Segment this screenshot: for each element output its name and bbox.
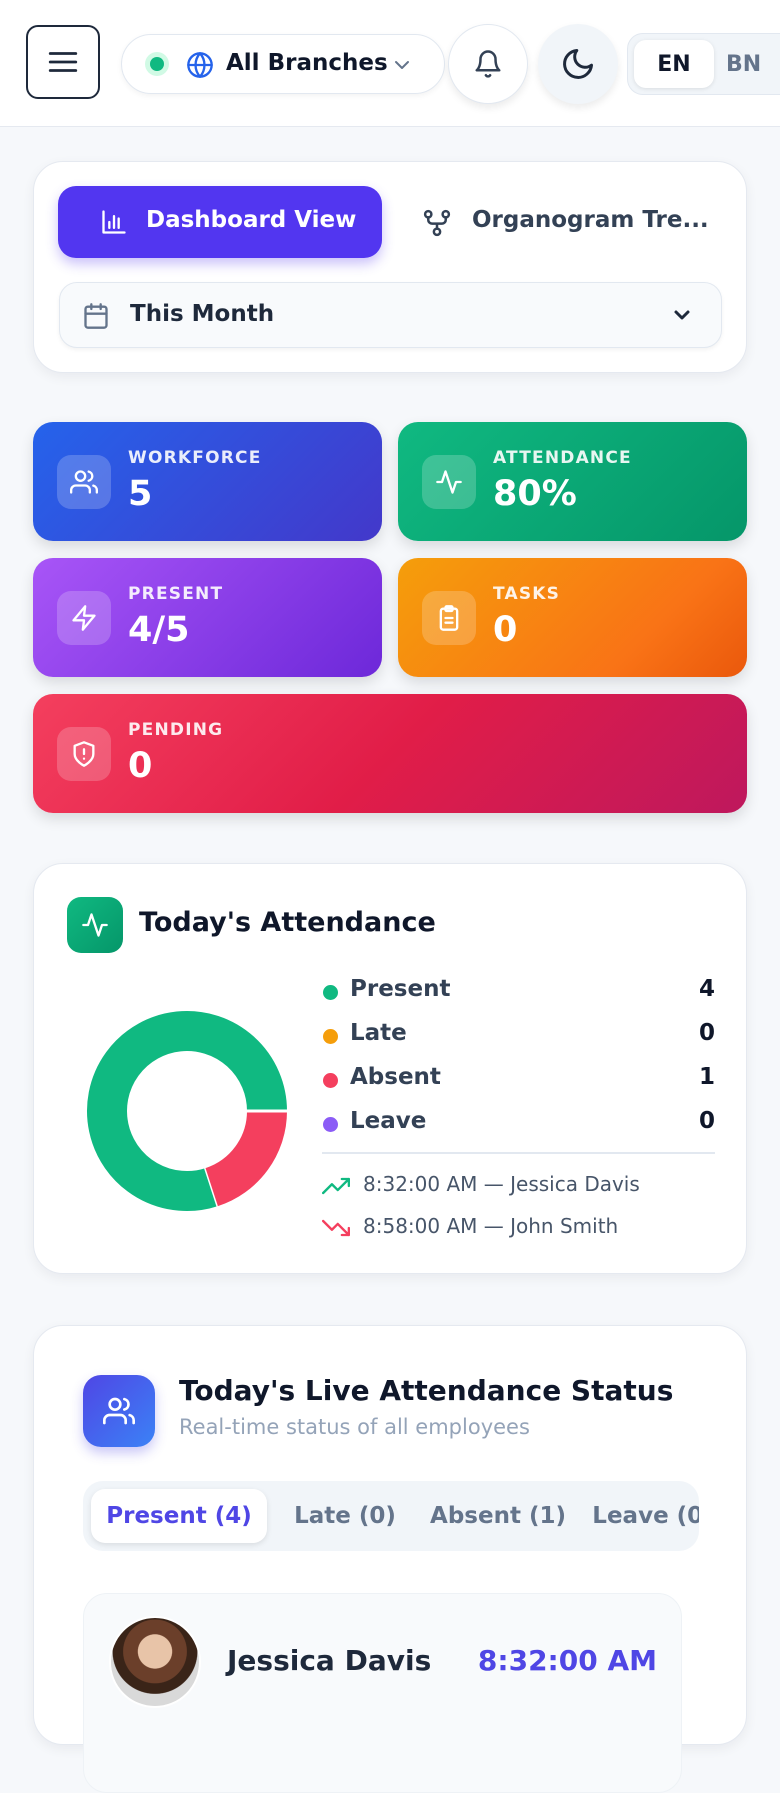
stat-card: PRESENT 4/5 [33, 558, 382, 677]
live-icon [83, 1375, 155, 1447]
attendance-card: Today's Attendance Present 4 Late 0 Absent 1 L… [33, 863, 747, 1274]
segment-gap [203, 1165, 220, 1209]
legend-dot [323, 985, 338, 1000]
legend-value: 4 [698, 976, 715, 1002]
view-tab-active[interactable]: Dashboard View [58, 186, 382, 258]
status-dot [150, 57, 164, 71]
stat-label: PRESENT [128, 584, 224, 604]
event-text: 8:32:00 AM — Jessica Davis [363, 1172, 640, 1196]
stat-card: WORKFORCE 5 [33, 422, 382, 541]
legend-label: Leave [350, 1108, 427, 1134]
notifications-button[interactable] [448, 24, 528, 104]
legend-label: Late [350, 1020, 407, 1046]
stat-label: WORKFORCE [128, 448, 262, 468]
chevron [395, 61, 409, 69]
stat-label: ATTENDANCE [493, 448, 632, 468]
stat-icon [57, 727, 111, 781]
legend-label: Absent [350, 1064, 441, 1090]
stat-icon [57, 455, 111, 509]
stat-card: ATTENDANCE 80% [398, 422, 747, 541]
view-tab-label: Organogram Tre... [472, 207, 709, 233]
donut-segment [87, 1011, 287, 1211]
stat-icon [422, 591, 476, 645]
donut-chart [87, 1011, 289, 1211]
legend-dot [323, 1117, 338, 1132]
header: All Branches EN BN [0, 0, 780, 127]
view-tab-label: Dashboard View [146, 207, 357, 233]
attendance-icon [67, 897, 123, 953]
view-card: Dashboard View Organogram Tre... This Mo… [33, 161, 747, 373]
stat-value: 4/5 [128, 610, 190, 650]
trend-down-icon [322, 1219, 350, 1237]
stat-card: TASKS 0 [398, 558, 747, 677]
stat-label: PENDING [128, 720, 224, 740]
live-subtitle: Real-time status of all employees [179, 1415, 530, 1439]
avatar [109, 1616, 201, 1708]
status-tabs: Present (4) Late (0) Absent (1) Leave (0) [83, 1481, 699, 1551]
legend-value: 0 [698, 1020, 715, 1046]
language-option[interactable]: EN [634, 40, 714, 88]
status-tab[interactable]: Absent (1) [430, 1503, 566, 1529]
employee-name: Jessica Davis [227, 1644, 432, 1677]
language-toggle: EN BN [627, 33, 780, 95]
legend-value: 1 [698, 1064, 715, 1090]
stat-icon [422, 455, 476, 509]
stat-value: 0 [493, 610, 518, 650]
period-select[interactable]: This Month [59, 282, 722, 348]
stat-label: TASKS [493, 584, 561, 604]
attendance-title: Today's Attendance [139, 907, 436, 938]
legend-label: Present [350, 976, 451, 1002]
live-title: Today's Live Attendance Status [179, 1374, 674, 1407]
stat-value: 5 [128, 474, 153, 514]
globe-icon [187, 52, 213, 78]
stat-card: PENDING 0 [33, 694, 747, 813]
donut-segment [204, 1110, 287, 1207]
employee-time: 8:32:00 AM [477, 1644, 657, 1677]
employee-row[interactable]: Jessica Davis 8:32:00 AM [83, 1593, 682, 1793]
view-tab[interactable]: Organogram Tre... [422, 186, 732, 258]
status-tab-active[interactable]: Present (4) [91, 1489, 267, 1543]
event-text: 8:58:00 AM — John Smith [363, 1214, 619, 1238]
legend-dot [323, 1029, 338, 1044]
language-option[interactable]: BN [726, 51, 762, 77]
period-label: This Month [130, 301, 275, 327]
status-tab[interactable]: Leave (0) [592, 1503, 699, 1529]
divider [322, 1152, 715, 1154]
branch-label: All Branches [226, 50, 388, 76]
stat-value: 80% [493, 474, 577, 514]
menu-button[interactable] [26, 25, 100, 99]
branch-select[interactable]: All Branches [121, 34, 445, 94]
status-tab[interactable]: Late (0) [294, 1503, 396, 1529]
legend-dot [323, 1073, 338, 1088]
trend-up-icon [322, 1177, 350, 1195]
live-card: Today's Live Attendance Status Real-time… [33, 1325, 747, 1793]
stat-value: 0 [128, 746, 153, 786]
theme-button[interactable] [538, 24, 618, 104]
stat-icon [57, 591, 111, 645]
legend-value: 0 [698, 1108, 715, 1134]
